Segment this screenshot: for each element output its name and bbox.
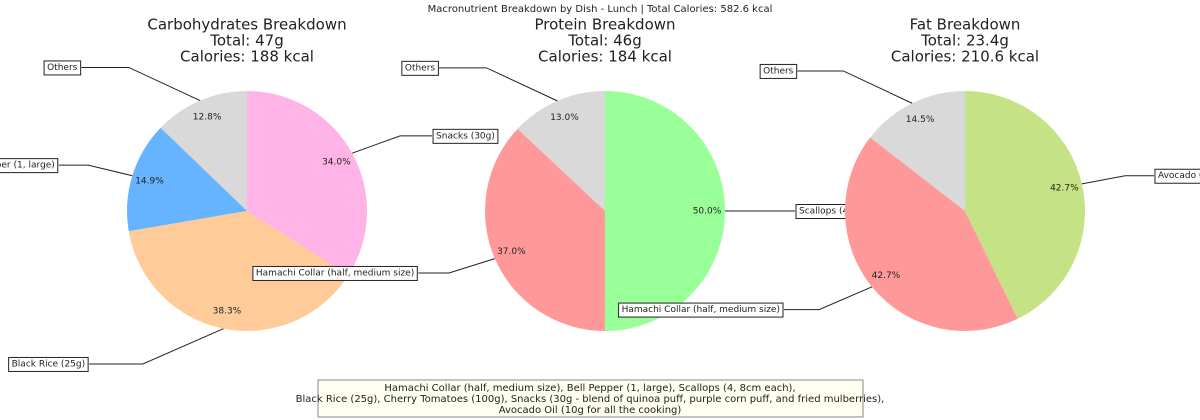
pct-label: 50.0% bbox=[693, 207, 722, 217]
label-box bbox=[1154, 168, 1200, 184]
pct-label: 38.3% bbox=[213, 307, 242, 317]
slice-label: Hamachi Collar (half, medium size) bbox=[622, 305, 780, 315]
slice-label: Hamachi Collar (half, medium size) bbox=[256, 268, 414, 278]
slice-label: Bell Pepper (1, large) bbox=[0, 161, 55, 171]
chart-title: Fat Breakdown bbox=[910, 16, 1021, 34]
chart-subtitle: Calories: 210.6 kcal bbox=[891, 48, 1039, 66]
leader-line bbox=[58, 164, 133, 177]
pct-label: 14.5% bbox=[906, 115, 935, 125]
pct-label: 13.0% bbox=[550, 113, 579, 123]
leader-line bbox=[439, 67, 558, 102]
pie-slice bbox=[845, 137, 1018, 331]
pie-slice bbox=[160, 91, 247, 211]
leader-line bbox=[81, 66, 201, 102]
pie-slice bbox=[517, 91, 605, 211]
footer-line: Avocado Oil (10g for all the cooking) bbox=[499, 405, 682, 416]
chart-subtitle: Total: 46g bbox=[567, 32, 641, 50]
label-box bbox=[618, 302, 784, 318]
slice-label: Snacks (30g) bbox=[436, 131, 495, 141]
label-box bbox=[0, 158, 59, 174]
label-box bbox=[8, 356, 89, 372]
label-box bbox=[759, 63, 798, 79]
pie-slice bbox=[247, 91, 367, 276]
footer-box bbox=[317, 379, 864, 418]
label-box bbox=[401, 60, 439, 76]
pie-slice bbox=[126, 127, 247, 232]
leader-line bbox=[89, 328, 224, 365]
footer-line: Black Rice (25g), Cherry Tomatoes (100g)… bbox=[296, 394, 885, 405]
pct-label: 12.8% bbox=[193, 113, 222, 123]
chart-subtitle: Total: 47g bbox=[209, 32, 283, 50]
chart-subtitle: Total: 23.4g bbox=[920, 32, 1009, 50]
chart-subtitle: Calories: 184 kcal bbox=[538, 48, 672, 66]
chart-title: Carbohydrates Breakdown bbox=[147, 16, 346, 34]
slice-label: Others bbox=[405, 63, 436, 73]
slice-label: Others bbox=[763, 66, 794, 76]
slice-label: Black Rice (25g) bbox=[12, 359, 86, 369]
pct-label: 42.7% bbox=[1050, 183, 1079, 193]
pct-label: 34.0% bbox=[322, 157, 351, 167]
leader-line bbox=[418, 258, 496, 274]
label-box bbox=[43, 60, 82, 76]
pct-label: 37.0% bbox=[497, 247, 526, 257]
label-box bbox=[252, 265, 418, 281]
pie-slice bbox=[605, 91, 725, 331]
footer-line: Hamachi Collar (half, medium size), Bell… bbox=[384, 383, 795, 394]
pct-label: 14.9% bbox=[135, 177, 164, 187]
leader-line bbox=[1081, 175, 1154, 185]
leader-line bbox=[351, 135, 433, 154]
leader-line bbox=[797, 70, 913, 104]
pie-slice bbox=[128, 211, 349, 332]
leader-line bbox=[783, 286, 873, 311]
chart-title: Protein Breakdown bbox=[534, 16, 675, 34]
label-box bbox=[432, 128, 499, 144]
slice-label: Avocado Oil (10g) bbox=[1158, 171, 1200, 181]
figure-title: Macronutrient Breakdown by Dish - Lunch … bbox=[428, 4, 773, 15]
pie-slice bbox=[484, 128, 605, 331]
pct-label: 42.7% bbox=[872, 271, 901, 281]
pie-slice bbox=[870, 91, 965, 211]
pie-slice bbox=[965, 91, 1085, 319]
slice-label: Others bbox=[47, 63, 78, 73]
chart-subtitle: Calories: 188 kcal bbox=[180, 48, 314, 66]
